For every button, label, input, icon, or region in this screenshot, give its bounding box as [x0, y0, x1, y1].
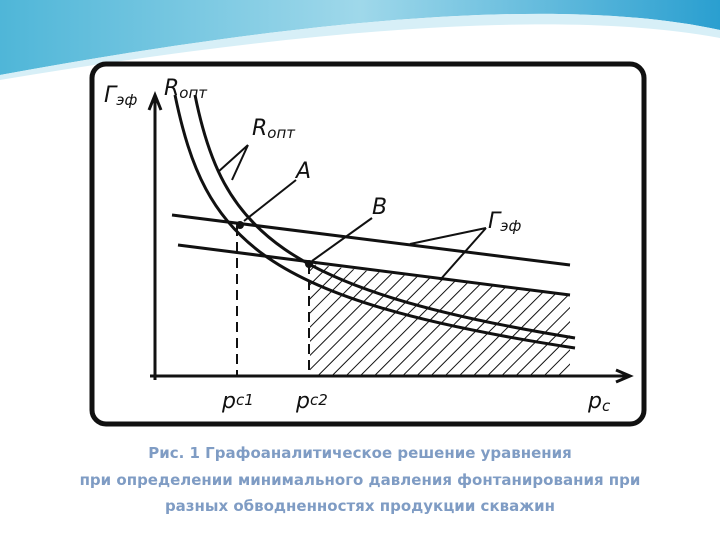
x-axis-label: pc	[587, 389, 611, 415]
line-label: Гэф	[488, 209, 521, 235]
point-a	[236, 221, 244, 229]
point-b	[305, 260, 313, 268]
leader-a	[243, 179, 297, 222]
caption-line: разных обводненностях продукции скважин	[165, 497, 555, 515]
y-arrow	[147, 90, 163, 111]
x-tick-label: pc2	[295, 389, 328, 414]
leader-g	[409, 227, 487, 281]
leader-r	[217, 144, 249, 181]
x-tick-label: pc1	[221, 389, 254, 414]
top-wave	[0, 0, 720, 75]
point-label: B	[372, 195, 387, 220]
point-label: A	[294, 159, 311, 184]
leader-b	[311, 217, 373, 262]
y-axis-label: Гэф	[104, 83, 137, 109]
line-lower	[177, 243, 571, 297]
curve-label: Rопт	[252, 116, 296, 142]
caption-line: Рис. 1 Графоаналитическое решение уравне…	[148, 444, 572, 462]
curve-r2	[193, 94, 576, 340]
wave-highlight	[0, 13, 720, 80]
x-arrow	[615, 368, 634, 384]
caption-line: при определении минимального давления фо…	[80, 471, 641, 489]
curve-label: Rопт	[164, 76, 208, 102]
